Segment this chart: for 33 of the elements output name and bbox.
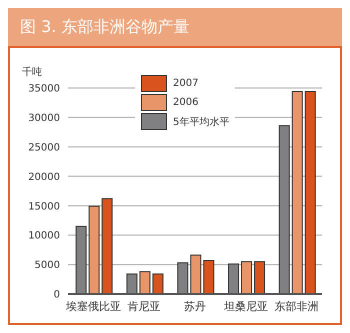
y-tick-label: 35000 bbox=[28, 84, 60, 95]
bar bbox=[304, 91, 316, 294]
y-tick-label: 20000 bbox=[28, 172, 60, 183]
x-tick-label: 苏丹 bbox=[184, 300, 206, 313]
chart-title: 图 3. 东部非洲谷物产量 bbox=[8, 8, 342, 46]
legend-label: 5年平均水平 bbox=[173, 116, 230, 128]
bar bbox=[88, 206, 100, 294]
bar bbox=[228, 263, 240, 294]
x-tick-label: 东部非洲 bbox=[274, 300, 319, 313]
x-tick-label: 埃塞俄比亚 bbox=[64, 300, 121, 313]
bar bbox=[292, 91, 303, 294]
legend-label: 2007 bbox=[173, 78, 198, 89]
bar bbox=[241, 261, 252, 294]
y-tick-label: 30000 bbox=[28, 112, 60, 124]
y-tick-label: 25000 bbox=[28, 142, 60, 154]
y-tick-label: 10000 bbox=[28, 230, 60, 242]
legend-label: 2006 bbox=[173, 97, 198, 108]
y-tick-label: 15000 bbox=[28, 201, 60, 212]
bar bbox=[190, 254, 202, 294]
bar bbox=[139, 271, 150, 294]
x-tick-label: 坦桑尼亚 bbox=[222, 300, 268, 313]
bar bbox=[126, 273, 138, 294]
bar bbox=[278, 125, 290, 294]
y-axis-title: 千吨 bbox=[22, 66, 42, 79]
x-tick-label: 肯尼亚 bbox=[128, 300, 161, 313]
bar bbox=[254, 261, 266, 294]
bar bbox=[76, 226, 87, 294]
bar bbox=[152, 273, 164, 294]
y-tick-label: 5000 bbox=[34, 260, 60, 272]
bar bbox=[177, 262, 188, 294]
bar bbox=[102, 198, 113, 294]
y-tick-label: 0 bbox=[54, 290, 60, 301]
bar bbox=[203, 260, 214, 294]
